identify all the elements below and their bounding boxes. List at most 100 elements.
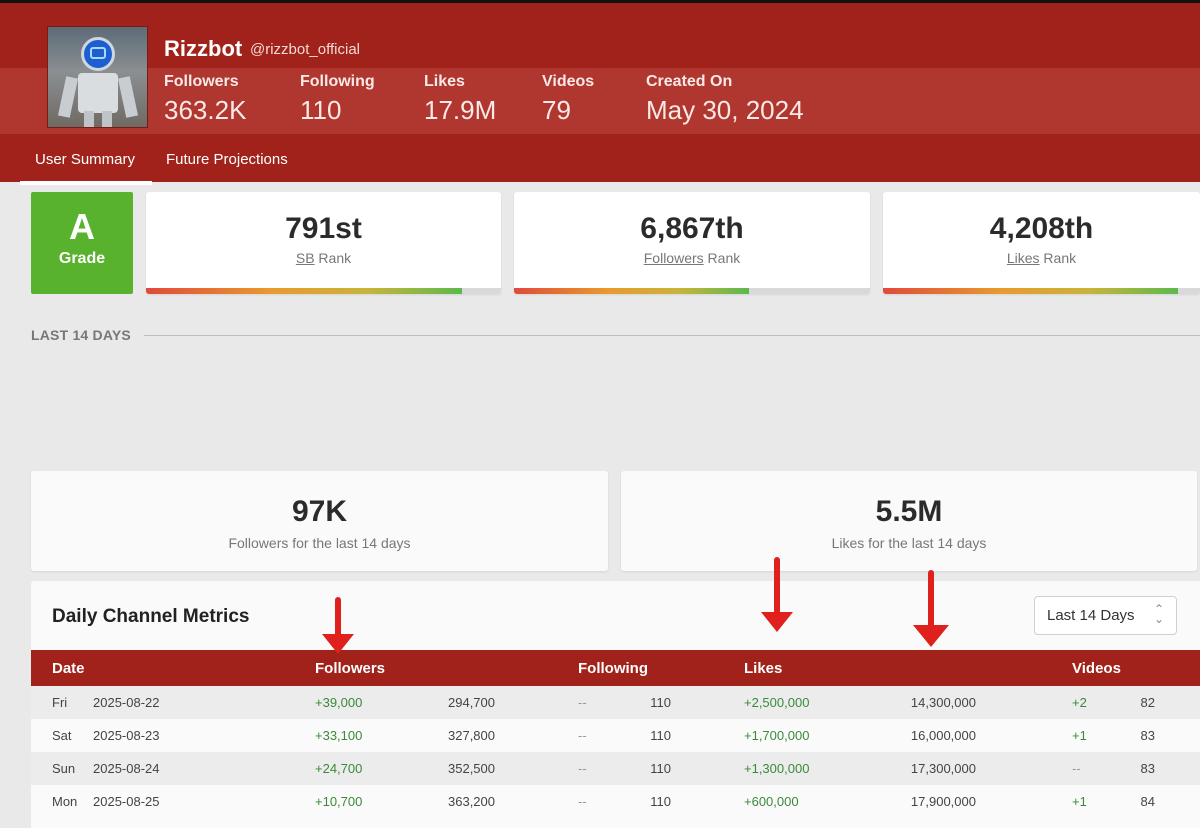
stat-value-created: May 30, 2024 bbox=[646, 95, 804, 125]
cell-following-delta: -- bbox=[578, 728, 587, 743]
stats-band bbox=[0, 68, 1200, 134]
cell-videos: 84 bbox=[1140, 794, 1155, 809]
cell-day: Sun bbox=[52, 761, 76, 776]
cell-likes: 14,300,000 bbox=[910, 695, 976, 710]
rank-term-link[interactable]: Followers bbox=[643, 250, 704, 266]
grade-letter: A bbox=[69, 206, 95, 247]
table-row: Sun 2025-08-24 +24,700 352,500 -- 110 +1… bbox=[31, 752, 1200, 785]
rank-card-likes: 4,208th Likes Rank bbox=[883, 192, 1200, 294]
stat-value-followers: 363.2K bbox=[164, 95, 247, 125]
grade-label: Grade bbox=[58, 250, 106, 267]
stat-label-followers: Followers bbox=[164, 73, 239, 90]
daily-metrics-panel: Daily Channel Metrics Last 14 Days ⌃ ⌄ Da… bbox=[31, 581, 1200, 828]
range-select-value: Last 14 Days bbox=[1047, 607, 1135, 624]
cell-likes: 17,300,000 bbox=[910, 761, 976, 776]
rank-value: 6,867th bbox=[640, 212, 744, 245]
stat-label-created: Created On bbox=[646, 73, 733, 90]
rank-bar-fill bbox=[514, 288, 749, 294]
cell-date: 2025-08-24 bbox=[93, 761, 160, 776]
cell-followers: 294,700 bbox=[448, 695, 495, 710]
cell-followers: 363,200 bbox=[448, 794, 495, 809]
col-header-followers[interactable]: Followers bbox=[315, 660, 386, 677]
rank-term-link[interactable]: Likes bbox=[1006, 250, 1040, 266]
profile-header: Rizzbot @rizzbot_official Followers 363.… bbox=[0, 0, 1200, 185]
stat-value-videos: 79 bbox=[542, 95, 571, 125]
cell-following: 110 bbox=[650, 794, 671, 809]
cell-followers-delta: +33,100 bbox=[315, 728, 363, 743]
cell-likes-delta: +1,700,000 bbox=[744, 728, 810, 743]
section-divider bbox=[144, 335, 1200, 336]
cell-followers: 352,500 bbox=[448, 761, 495, 776]
rank-value: 791st bbox=[285, 212, 362, 245]
table-row: Mon 2025-08-25 +10,700 363,200 -- 110 +6… bbox=[31, 785, 1200, 818]
cell-videos: 83 bbox=[1140, 761, 1155, 776]
summary-card-followers: 97K Followers for the last 14 days bbox=[31, 471, 608, 571]
red-arrow-likes-total-icon bbox=[913, 570, 949, 647]
rank-term-link[interactable]: SB bbox=[295, 250, 315, 266]
cell-videos-delta: +2 bbox=[1072, 695, 1087, 710]
cell-followers-delta: +10,700 bbox=[315, 794, 363, 809]
cell-following: 110 bbox=[650, 761, 671, 776]
summary-value: 97K bbox=[291, 495, 348, 528]
col-header-videos[interactable]: Videos bbox=[1072, 660, 1121, 677]
stat-label-videos: Videos bbox=[542, 73, 595, 90]
cell-videos-delta: -- bbox=[1072, 761, 1081, 776]
updown-chevron-icon: ⌃ ⌄ bbox=[1153, 602, 1164, 626]
col-header-likes[interactable]: Likes bbox=[744, 660, 783, 677]
cell-date: 2025-08-25 bbox=[93, 794, 160, 809]
cell-followers-delta: +39,000 bbox=[315, 695, 363, 710]
cell-following-delta: -- bbox=[578, 761, 587, 776]
cell-date: 2025-08-22 bbox=[93, 695, 160, 710]
rank-label: Followers Rank bbox=[643, 250, 741, 266]
rank-bar-fill bbox=[146, 288, 462, 294]
cell-day: Mon bbox=[52, 794, 78, 809]
cell-videos-delta: +1 bbox=[1072, 794, 1087, 809]
cell-likes-delta: +600,000 bbox=[744, 794, 799, 809]
rank-label: SB Rank bbox=[295, 250, 352, 266]
table-row: Fri 2025-08-22 +39,000 294,700 -- 110 +2… bbox=[31, 686, 1200, 719]
stat-value-likes: 17.9M bbox=[424, 95, 497, 125]
tab-future-projections[interactable]: Future Projections bbox=[166, 151, 288, 168]
col-header-following[interactable]: Following bbox=[578, 660, 648, 677]
cell-videos-delta: +1 bbox=[1072, 728, 1087, 743]
rank-card-followers: 6,867th Followers Rank bbox=[514, 192, 870, 294]
cell-day: Fri bbox=[52, 695, 68, 710]
cell-likes: 17,900,000 bbox=[910, 794, 976, 809]
tab-user-summary[interactable]: User Summary bbox=[35, 151, 136, 168]
summary-card-likes: 5.5M Likes for the last 14 days bbox=[621, 471, 1197, 571]
cell-likes: 16,000,000 bbox=[910, 728, 976, 743]
cell-following: 110 bbox=[650, 695, 671, 710]
stat-label-likes: Likes bbox=[424, 73, 465, 90]
range-select[interactable]: Last 14 Days ⌃ ⌄ bbox=[1034, 596, 1177, 635]
cell-videos: 82 bbox=[1140, 695, 1155, 710]
rank-card-sb: 791st SB Rank bbox=[146, 192, 501, 294]
cell-followers: 327,800 bbox=[448, 728, 495, 743]
rank-bar-fill bbox=[883, 288, 1178, 294]
red-arrow-likes-delta-icon bbox=[761, 557, 793, 632]
metrics-title: Daily Channel Metrics bbox=[52, 606, 250, 627]
grade-badge: A Grade bbox=[31, 192, 133, 294]
red-arrow-followers-icon bbox=[322, 597, 354, 654]
summary-label: Followers for the last 14 days bbox=[228, 535, 411, 551]
summary-value: 5.5M bbox=[875, 495, 943, 528]
channel-handle: @rizzbot_official bbox=[250, 41, 360, 58]
table-row: Sat 2025-08-23 +33,100 327,800 -- 110 +1… bbox=[31, 719, 1200, 752]
cell-date: 2025-08-23 bbox=[93, 728, 160, 743]
cell-likes-delta: +1,300,000 bbox=[744, 761, 810, 776]
cell-following-delta: -- bbox=[578, 695, 587, 710]
table-header: Date Followers Following Likes Videos bbox=[31, 650, 1200, 686]
cell-followers-delta: +24,700 bbox=[315, 761, 363, 776]
cell-likes-delta: +2,500,000 bbox=[744, 695, 810, 710]
rank-value: 4,208th bbox=[989, 212, 1094, 245]
cell-videos: 83 bbox=[1140, 728, 1155, 743]
stat-value-following: 110 bbox=[300, 95, 342, 125]
avatar bbox=[47, 26, 148, 128]
stat-label-following: Following bbox=[300, 73, 375, 90]
col-header-date[interactable]: Date bbox=[52, 660, 85, 677]
cell-following: 110 bbox=[650, 728, 671, 743]
section-title: LAST 14 DAYS bbox=[31, 327, 131, 343]
cell-day: Sat bbox=[52, 728, 72, 743]
summary-label: Likes for the last 14 days bbox=[831, 535, 987, 551]
active-tab-indicator bbox=[20, 181, 152, 185]
rank-label: Likes Rank bbox=[1006, 250, 1077, 266]
